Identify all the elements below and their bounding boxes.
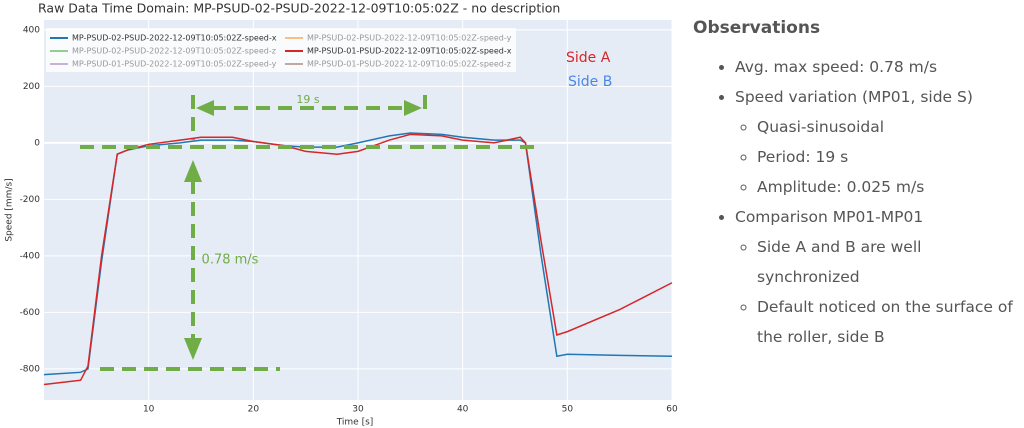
notes-list: Avg. max speed: 0.78 m/sSpeed variation …: [693, 52, 1018, 352]
x-tick-label: 50: [562, 405, 574, 415]
notes-title: Observations: [693, 18, 821, 38]
legend-label: MP-PSUD-02-PSUD-2022-12-09T10:05:02Z-spe…: [72, 47, 276, 56]
sub-list-wrap: Side A and B are well synchronizedDefaul…: [735, 232, 1018, 352]
x-tick-label: 60: [666, 405, 678, 415]
annotation-arrows: [184, 100, 422, 360]
note-item: Speed variation (MP01, side S): [735, 82, 1018, 112]
legend-label: MP-PSUD-02-PSUD-2022-12-09T10:05:02Z-spe…: [307, 34, 512, 43]
y-tick-label: 0: [34, 138, 40, 148]
note-item: Period: 19 s: [757, 142, 1018, 172]
y-tick-label: 400: [23, 25, 40, 35]
annotation: Side A: [566, 50, 611, 66]
y-tick-label: -200: [20, 195, 41, 205]
x-tick-label: 30: [352, 405, 364, 415]
chart-title: Raw Data Time Domain: MP-PSUD-02-PSUD-20…: [38, 1, 560, 16]
annotation: Side B: [568, 74, 612, 90]
annotation: 19 s: [296, 93, 319, 106]
note-item: Avg. max speed: 0.78 m/s: [735, 52, 1018, 82]
y-axis-label: Speed [mm/s]: [5, 178, 15, 241]
series-line: [43, 133, 673, 386]
note-item: Amplitude: 0.025 m/s: [757, 172, 1018, 202]
legend-label: MP-PSUD-01-PSUD-2022-12-09T10:05:02Z-spe…: [72, 60, 277, 69]
annotation-lines: [80, 95, 540, 371]
note-item: Default noticed on the surface of the ro…: [757, 292, 1018, 352]
note-item: Side A and B are well synchronized: [757, 232, 1018, 292]
sub-list: Quasi-sinusoidalPeriod: 19 sAmplitude: 0…: [735, 112, 1018, 202]
x-tick-label: 20: [248, 405, 260, 415]
sub-list-wrap: Quasi-sinusoidalPeriod: 19 sAmplitude: 0…: [735, 112, 1018, 202]
x-axis-label: Time [s]: [336, 418, 374, 428]
notes-panel: Observations Avg. max speed: 0.78 m/sSpe…: [693, 18, 1018, 352]
y-tick-label: -800: [20, 364, 41, 374]
legend-label: MP-PSUD-02-PSUD-2022-12-09T10:05:02Z-spe…: [72, 34, 277, 43]
annotation: 0.78 m/s: [202, 253, 259, 268]
legend-box: [46, 28, 516, 72]
sub-list: Side A and B are well synchronizedDefaul…: [735, 232, 1018, 352]
x-tick-label: 40: [457, 405, 469, 415]
note-item: Quasi-sinusoidal: [757, 112, 1018, 142]
y-tick-label: -400: [20, 251, 41, 261]
x-tick-label: 10: [143, 405, 155, 415]
legend-label: MP-PSUD-01-PSUD-2022-12-09T10:05:02Z-spe…: [307, 60, 511, 69]
chart: Raw Data Time Domain: MP-PSUD-02-PSUD-20…: [5, 1, 678, 428]
y-tick-label: 200: [23, 82, 40, 92]
y-tick-label: -600: [20, 308, 41, 318]
note-item: Comparison MP01-MP01: [735, 202, 1018, 232]
legend-label: MP-PSUD-01-PSUD-2022-12-09T10:05:02Z-spe…: [307, 47, 512, 56]
